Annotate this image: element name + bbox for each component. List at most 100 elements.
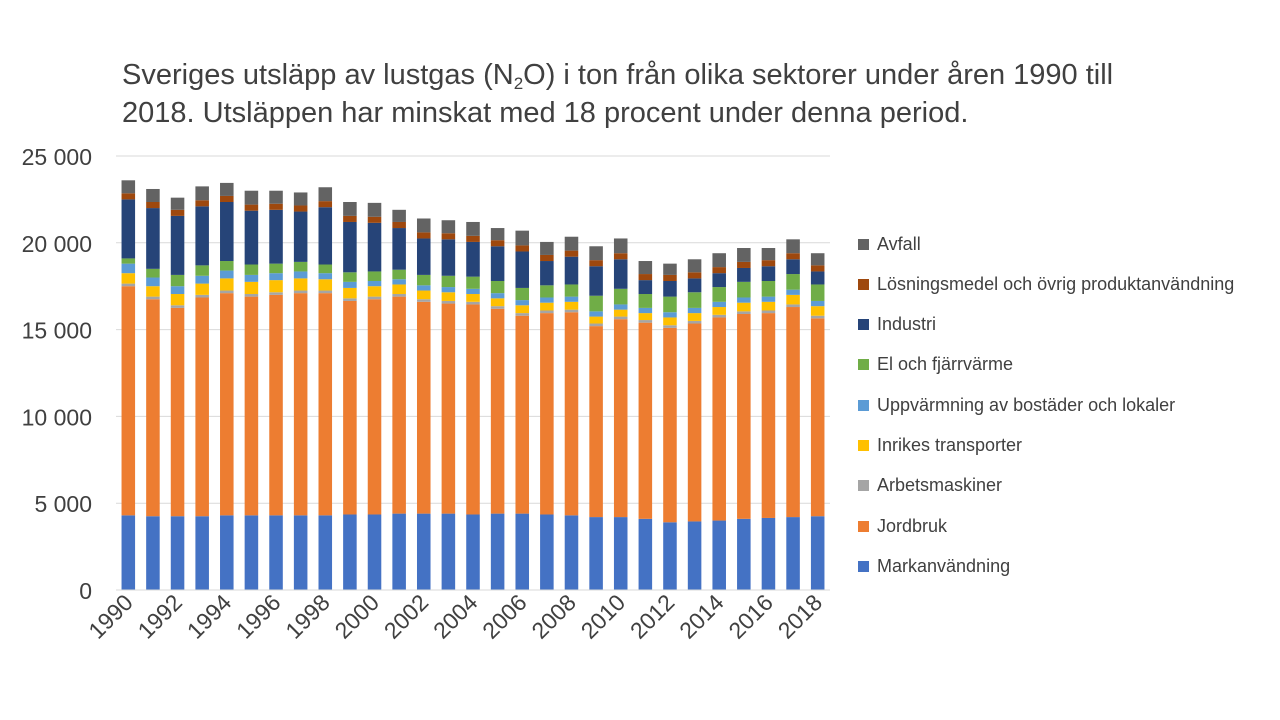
bar-segment-2014-8 [712,253,726,268]
bar-segment-1991-5 [146,268,160,278]
bar-segment-2003-4 [441,287,456,293]
x-tick-label: 2018 [773,589,828,644]
legend-item: Avfall [858,232,921,256]
bar-segment-1999-2 [343,298,357,301]
bar-segment-2009-0 [589,517,603,590]
legend-label: Inrikes transporter [877,435,1023,455]
bar-segment-1992-8 [170,197,185,210]
bar-segment-2000-7 [367,216,382,223]
bar-segment-2004-1 [466,304,480,515]
bar-segment-1993-0 [195,516,209,590]
bar-segment-1996-6 [269,209,283,264]
bar-segment-2018-1 [810,318,825,517]
bar-segment-2010-8 [613,238,628,254]
bar-segment-2008-3 [564,301,579,310]
x-tick-label: 1994 [182,589,237,644]
bar-segment-2015-5 [737,281,751,298]
bar-segment-1995-6 [244,210,259,265]
bar-segment-2002-1 [416,301,431,514]
bar-segment-1995-0 [244,515,259,590]
bar-segment-2016-2 [761,310,776,314]
bar-segment-1999-5 [343,272,357,282]
bar-segment-1993-3 [195,283,209,295]
bar-segment-2009-5 [589,295,603,312]
bar-segment-2009-2 [589,323,603,327]
bar-segment-2016-0 [761,517,776,590]
bar-segment-2006-7 [515,245,530,252]
bar-segment-2000-6 [367,222,382,272]
bar-segment-2008-2 [564,309,579,313]
bar-segment-2018-0 [810,516,825,590]
bar-segment-2007-2 [540,310,554,314]
bar-segment-1997-1 [293,293,308,516]
title-part1: Sveriges utsläpp av lustgas (N [122,59,514,91]
bar-segment-1995-4 [244,274,259,282]
bar-segment-1998-0 [318,515,333,590]
legend-item: Jordbruk [858,514,947,538]
legend-swatch [858,440,869,451]
bar-segment-2002-4 [416,285,431,291]
bar-segment-2009-8 [589,246,603,261]
bar-segment-2002-0 [416,513,431,590]
bar-segment-2012-1 [663,327,677,523]
bar-segment-2017-6 [786,259,800,275]
bar-segment-2008-8 [564,236,579,251]
bar-segment-2001-0 [392,513,406,590]
bar-segment-2017-5 [786,274,800,290]
bar-segment-1990-6 [121,199,136,259]
bar-segment-2005-1 [490,308,505,514]
bar-segment-2001-5 [392,269,406,280]
bar-segment-1998-2 [318,290,333,294]
bar-segment-1991-4 [146,277,160,287]
y-tick-label: 15 000 [22,318,92,344]
bar-segment-2007-6 [540,261,554,286]
bar-segment-1990-1 [121,286,136,516]
legend-swatch [858,560,869,572]
bar-segment-2007-7 [540,254,554,262]
y-tick-label: 20 000 [22,231,92,257]
bar-segment-1992-7 [170,209,185,216]
bar-segment-2004-4 [466,288,480,295]
bar-segment-2004-8 [466,221,480,236]
x-tick-label: 2010 [576,589,631,644]
bar-segment-2005-7 [490,240,505,247]
bar-segment-1993-8 [195,186,209,201]
bar-segment-2006-1 [515,315,530,514]
bar-segment-2013-1 [687,323,702,522]
bar-segment-1993-6 [195,206,209,266]
bar-segment-1990-7 [121,193,136,200]
bar-segment-2012-5 [663,296,677,313]
bar-segment-1992-6 [170,215,185,275]
bar-segment-2004-2 [466,301,480,305]
bar-segment-2003-2 [441,300,456,304]
bar-segment-1997-6 [293,211,308,262]
bar-segment-1998-5 [318,264,333,274]
bar-segment-1994-4 [220,270,234,279]
bar-segment-2013-6 [687,278,702,293]
x-tick-label: 1998 [280,589,335,644]
bar-segment-2010-1 [613,319,628,518]
legend-item: Lösningsmedel och övrig produktanvändnin… [858,272,1234,296]
bar-segment-2001-8 [392,209,406,222]
bar-segment-1996-4 [269,273,283,281]
bar-segment-2000-0 [367,514,382,590]
bar-segment-2004-3 [466,294,480,302]
bar-segment-2000-4 [367,280,382,287]
legend-item: El och fjärrvärme [858,353,1013,377]
bar-segment-2003-0 [441,513,456,590]
x-tick-label: 2006 [477,589,532,644]
bar-segment-2013-7 [687,272,702,279]
bar-segment-2011-1 [638,322,653,519]
bar-segment-1996-0 [269,515,283,590]
legend-swatch [858,319,869,331]
x-tick-label: 2012 [625,589,680,644]
x-tick-label: 2000 [329,589,384,644]
bar-segment-2009-7 [589,260,603,267]
bar-segment-2010-7 [613,253,628,260]
bar-segment-2014-5 [712,287,726,302]
bar-segment-1994-3 [220,278,234,291]
bar-segment-1990-2 [121,283,136,287]
bar-segment-2011-7 [638,274,653,281]
bar-segment-2014-6 [712,273,726,288]
